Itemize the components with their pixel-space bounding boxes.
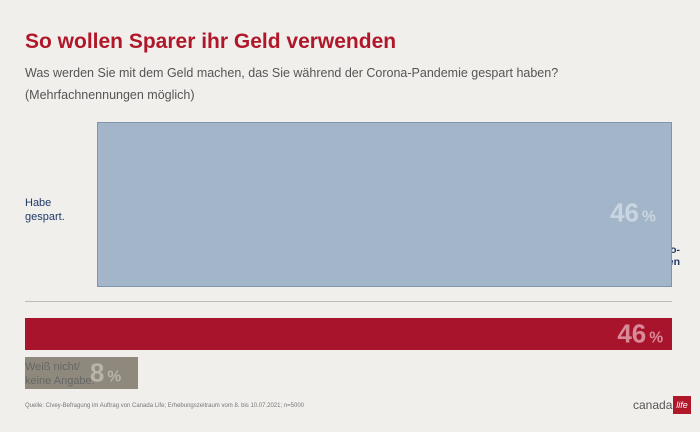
value-unit: % bbox=[649, 329, 664, 347]
value-number: 8 bbox=[89, 357, 105, 388]
category-label: Habe gespart. bbox=[25, 197, 65, 223]
value-label: 46% bbox=[610, 198, 656, 229]
title: So wollen Sparer ihr Geld verwenden bbox=[25, 30, 397, 53]
logo-text: canada bbox=[633, 398, 673, 412]
category-label: Weiß nicht/ keine Angabe. bbox=[25, 361, 95, 387]
value-label: 8% bbox=[90, 358, 121, 389]
value-unit: % bbox=[642, 208, 656, 226]
value-number: 46 bbox=[610, 197, 640, 228]
source: Quelle: Civey-Befragung im Auftrag von C… bbox=[25, 403, 305, 409]
bar bbox=[25, 318, 673, 350]
value-unit: % bbox=[107, 368, 122, 386]
subtitle: Was werden Sie mit dem Geld machen, das … bbox=[25, 66, 559, 80]
category-label: Habe nichts gespart. bbox=[25, 322, 84, 348]
bar bbox=[97, 122, 672, 287]
logo-mark: life bbox=[673, 396, 691, 414]
value-number: 46 bbox=[617, 318, 647, 349]
bar bbox=[25, 357, 138, 389]
separator bbox=[25, 301, 672, 302]
value-label: 46% bbox=[617, 319, 663, 350]
note: (Mehrfachnennungen möglich) bbox=[25, 88, 195, 102]
